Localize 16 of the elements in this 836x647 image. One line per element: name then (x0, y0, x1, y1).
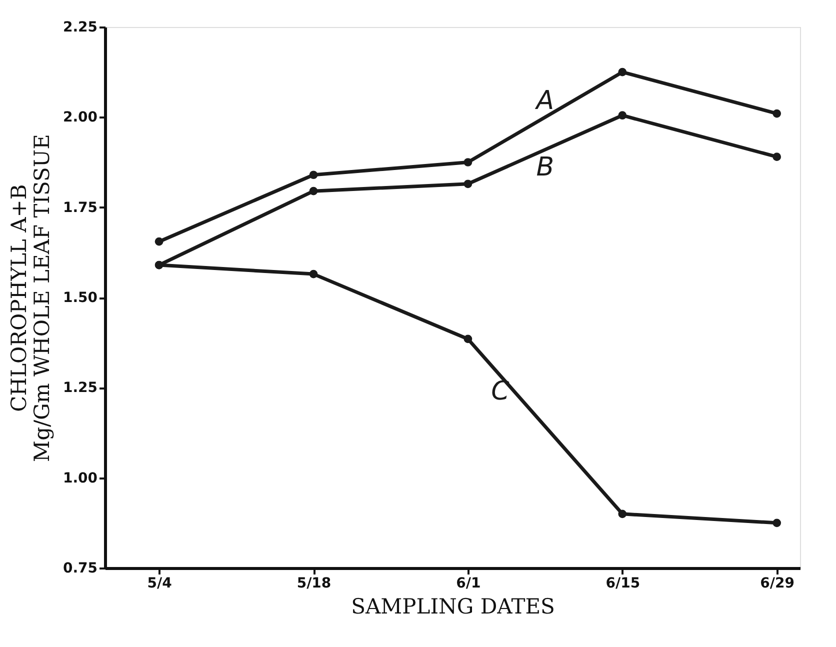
y-tick-label: 2.25 (62, 20, 98, 36)
y-tick-label: 0.75 (62, 560, 98, 576)
y-tick-label: 1.00 (62, 470, 98, 486)
y-tick-label: 1.75 (62, 200, 98, 216)
x-axis-title: SAMPLING DATES (351, 594, 555, 618)
y-axis-title: CHLOROPHYLL A+B Mg/Gm WHOLE LEAF TISSUE (6, 134, 54, 462)
x-tick-label: 6/15 (606, 576, 640, 592)
x-tick-label: 6/1 (456, 576, 481, 592)
x-tick-label: 5/4 (147, 576, 172, 592)
x-tick-label: 6/29 (760, 576, 795, 592)
y-tick-label: 1.25 (62, 380, 98, 396)
x-tick-label: 5/18 (296, 576, 332, 592)
series-label: A (534, 86, 554, 116)
y-tick-label: 2.00 (62, 110, 98, 126)
y-tick-label: 1.50 (62, 290, 98, 306)
series-label: B (536, 152, 554, 183)
